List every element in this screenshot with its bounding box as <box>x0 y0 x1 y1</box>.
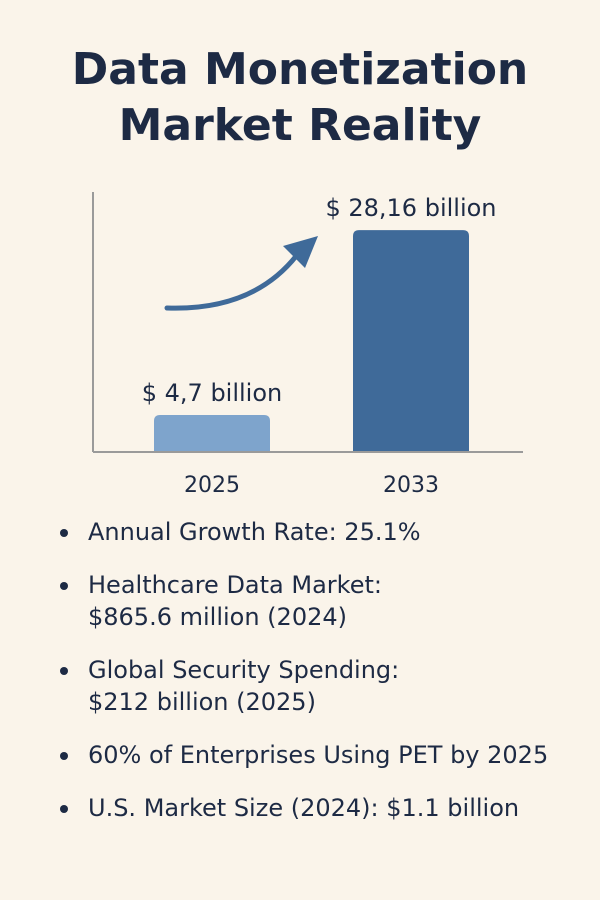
bar-chart: $ 4,7 billion 2025 $ 28,16 billion 2033 <box>92 192 523 498</box>
data-label-2025: $ 4,7 billion <box>142 379 283 407</box>
bullet-dot <box>60 805 68 813</box>
stat-item-security: Global Security Spending: $212 billion (… <box>58 654 588 718</box>
bullet-dot <box>60 582 68 590</box>
stat-text: Healthcare Data Market: <box>88 571 382 599</box>
stat-text: Global Security Spending: <box>88 656 400 684</box>
bullet-dot <box>60 667 68 675</box>
x-tick-label-2025: 2025 <box>184 473 240 498</box>
stat-text: $212 billion (2025) <box>88 688 316 716</box>
growth-arrow-shaft <box>164 252 300 311</box>
stat-item-growth-rate: Annual Growth Rate: 25.1% <box>58 516 588 548</box>
stat-text: 60% of Enterprises Using PET by 2025 <box>88 741 549 769</box>
stat-item-pet: 60% of Enterprises Using PET by 2025 <box>58 739 588 771</box>
title-line-1: Data Monetization <box>71 44 529 95</box>
data-label-2033: $ 28,16 billion <box>325 194 496 222</box>
growth-arrow-head <box>283 236 318 268</box>
stat-text: $865.6 million (2024) <box>88 603 347 631</box>
stats-list: Annual Growth Rate: 25.1% Healthcare Dat… <box>58 516 588 845</box>
title-line-2: Market Reality <box>118 100 482 151</box>
bar-2033 <box>353 230 469 452</box>
x-tick-label-2033: 2033 <box>383 473 439 498</box>
stat-item-us-market: U.S. Market Size (2024): $1.1 billion <box>58 792 588 824</box>
bullet-dot <box>60 752 68 760</box>
stat-text: U.S. Market Size (2024): $1.1 billion <box>88 794 520 822</box>
bullet-dot <box>60 529 68 537</box>
page-title: Data Monetization Market Reality <box>0 42 600 154</box>
stat-item-healthcare: Healthcare Data Market: $865.6 million (… <box>58 569 588 633</box>
bar-2025 <box>154 414 270 452</box>
stat-text: Annual Growth Rate: 25.1% <box>88 518 421 546</box>
